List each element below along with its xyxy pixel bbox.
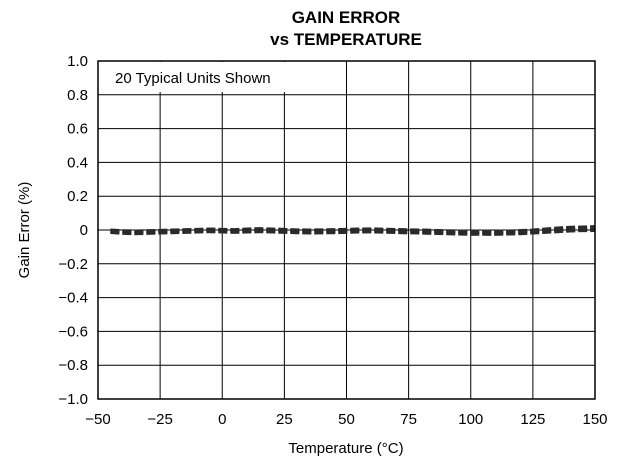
plot-frame <box>97 60 596 400</box>
x-axis-label: Temperature (°C) <box>288 440 403 457</box>
x-tick-label: 50 <box>338 411 355 428</box>
y-tick-label: −0.4 <box>58 290 88 307</box>
y-tick-label: −1.0 <box>58 391 88 408</box>
series-line-3 <box>110 229 596 236</box>
y-tick-label: −0.2 <box>58 256 88 273</box>
y-tick-label: 1.0 <box>67 53 88 70</box>
y-tick-label: −0.8 <box>58 357 88 374</box>
y-tick-label: 0 <box>80 222 88 239</box>
y-tick-labels: 1.0 0.8 0.6 0.4 0.2 0 −0.2 −0.4 −0.6 −0.8 −1.0 <box>58 53 88 408</box>
chart-title-line1: GAIN ERROR <box>292 8 401 27</box>
x-tick-label: 75 <box>400 411 417 428</box>
x-tick-label: −25 <box>147 411 172 428</box>
y-tick-label: 0.4 <box>67 154 88 171</box>
x-tick-label: 150 <box>582 411 607 428</box>
x-tick-label: −50 <box>85 411 110 428</box>
y-tick-label: 0.6 <box>67 121 88 138</box>
y-axis-label: Gain Error (%) <box>16 182 33 279</box>
grid-lines <box>97 60 596 400</box>
x-tick-label: 100 <box>458 411 483 428</box>
x-tick-label: 125 <box>520 411 545 428</box>
x-tick-labels: −50 −25 0 25 50 75 100 125 150 <box>85 411 607 428</box>
chart-title-line2: vs TEMPERATURE <box>270 30 422 49</box>
series-lines <box>110 225 596 236</box>
y-tick-label: 0.8 <box>67 87 88 104</box>
series-line-4 <box>110 225 596 233</box>
annotation-box <box>99 62 302 92</box>
y-tick-label: 0.2 <box>67 188 88 205</box>
annotation-text: 20 Typical Units Shown <box>115 70 271 87</box>
x-tick-label: 25 <box>276 411 293 428</box>
x-tick-label: 0 <box>218 411 226 428</box>
y-tick-label: −0.6 <box>58 323 88 340</box>
